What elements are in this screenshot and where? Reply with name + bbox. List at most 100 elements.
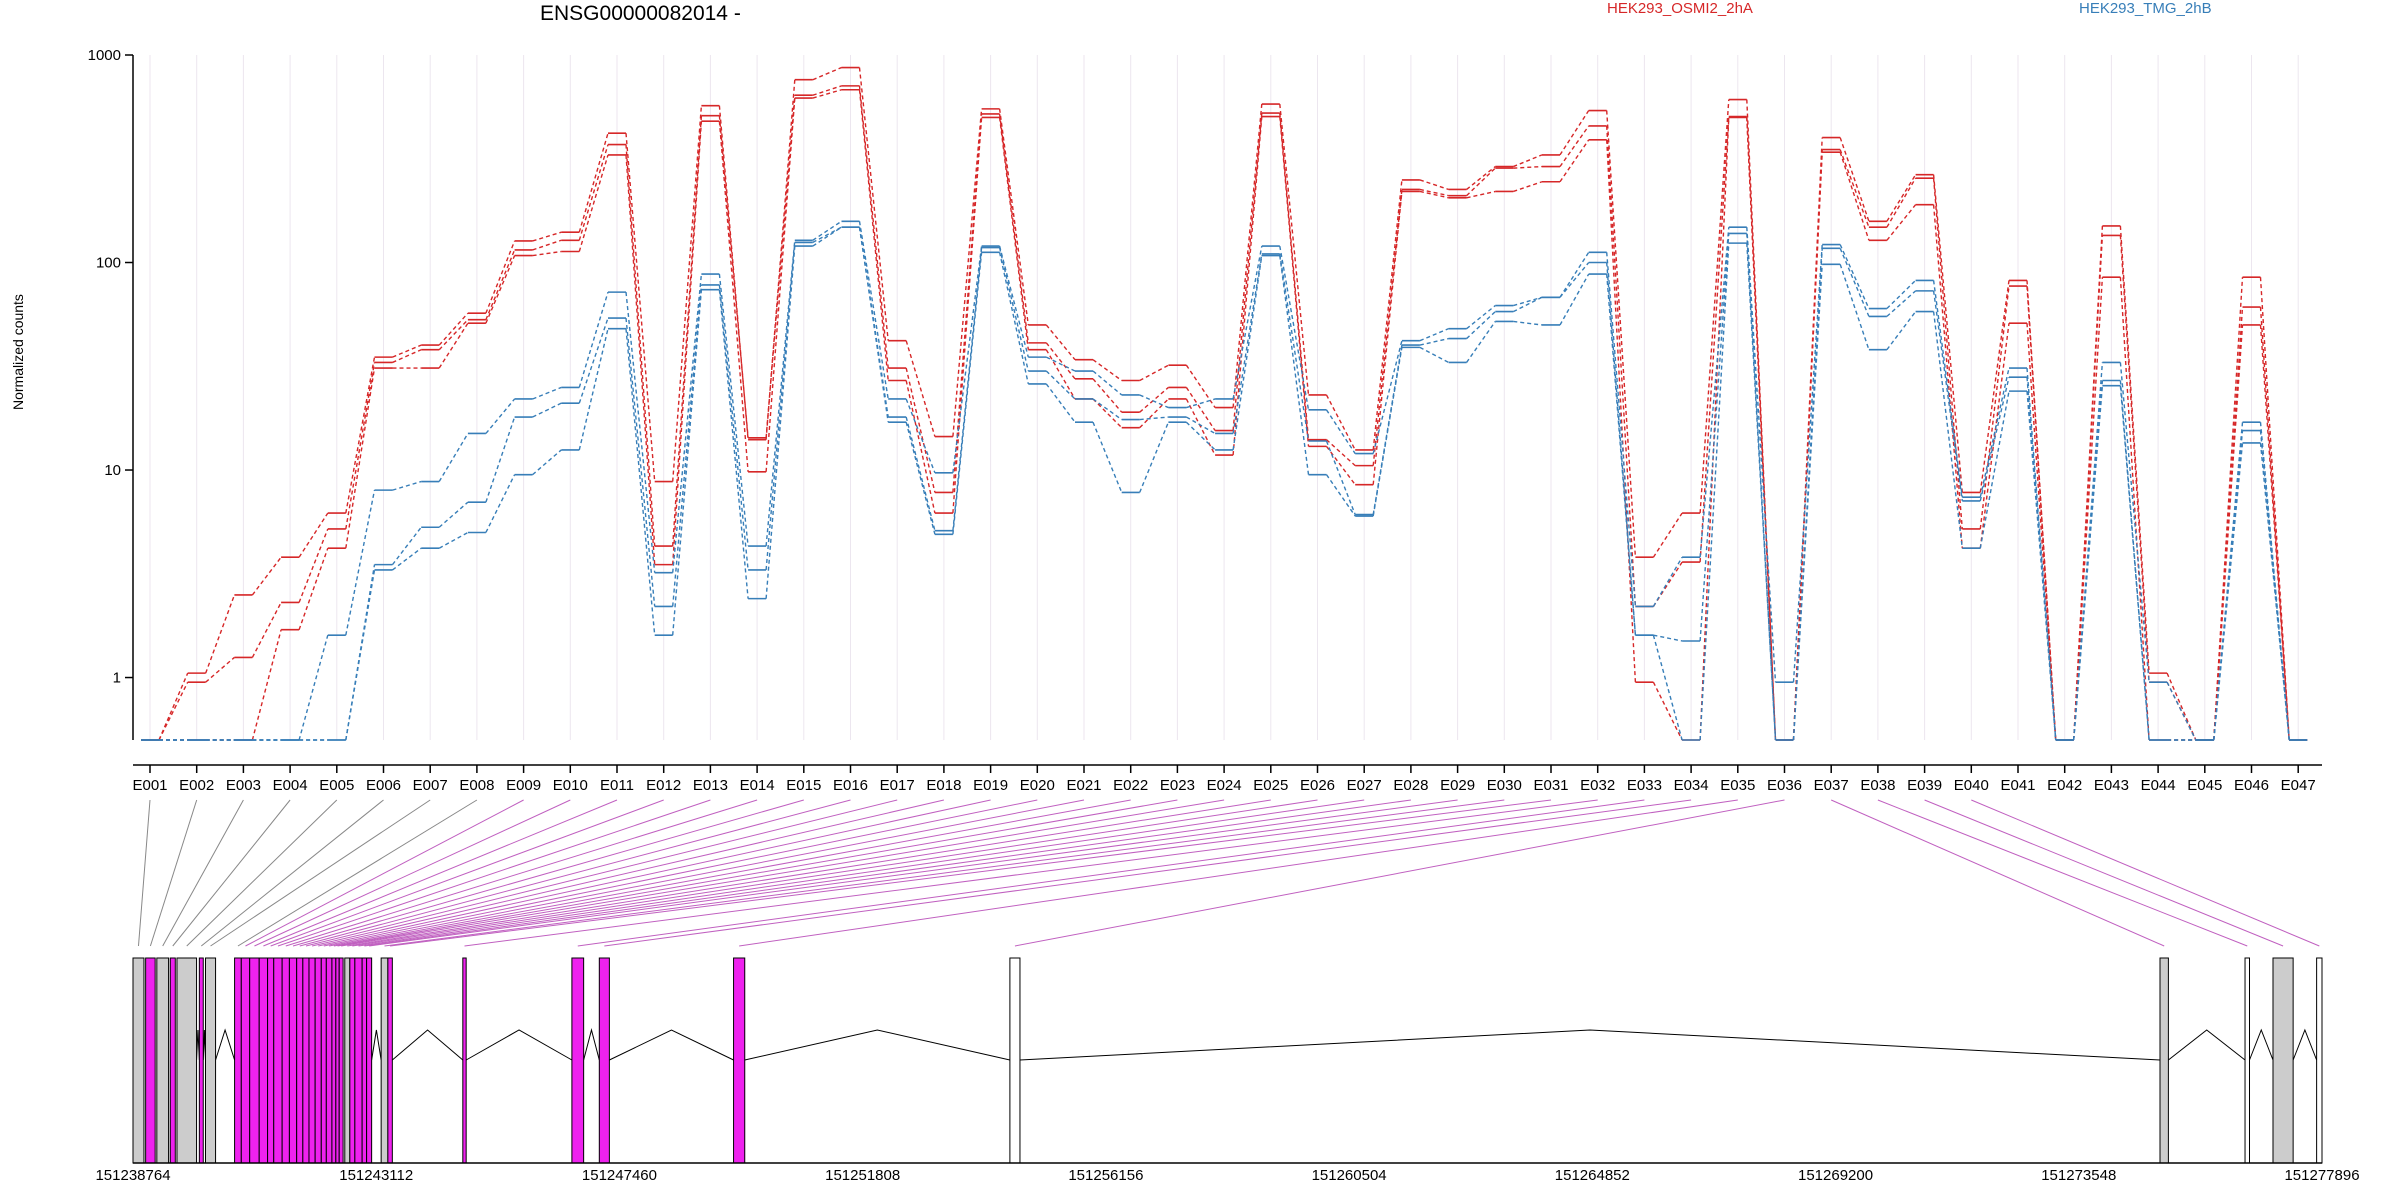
exon-connector-line xyxy=(577,799,1645,947)
x-tick-label: E012 xyxy=(646,777,681,794)
x-tick-label: E041 xyxy=(2000,777,2035,794)
series-connector xyxy=(345,564,376,741)
exon-rect xyxy=(240,957,251,1164)
x-tick-label: E033 xyxy=(1627,777,1662,794)
exon-connector-line xyxy=(369,799,1458,947)
x-tick-label: E031 xyxy=(1533,777,1568,794)
series-connector xyxy=(532,239,562,251)
series-connector xyxy=(1699,243,1730,741)
series-connector xyxy=(2166,681,2197,741)
series-connector xyxy=(1419,179,1449,191)
exon-rect xyxy=(2316,957,2323,1164)
x-tick-label: E018 xyxy=(926,777,961,794)
y-tick-label: 1000 xyxy=(88,47,121,64)
exon-rect xyxy=(249,957,260,1164)
series-connector xyxy=(1092,370,1123,396)
series-connector xyxy=(1232,116,1263,456)
series-connector xyxy=(1699,116,1730,563)
series-connector xyxy=(485,249,516,320)
x-tick-label: E037 xyxy=(1814,777,1849,794)
series-connector xyxy=(718,115,749,438)
series-connector xyxy=(1325,440,1356,515)
series-connector xyxy=(1839,149,1870,228)
exon-rect xyxy=(308,957,316,1164)
x-tick-label: E025 xyxy=(1253,777,1288,794)
series-connector xyxy=(1513,296,1543,307)
series-connector xyxy=(2119,385,2150,741)
y-tick-label: 10 xyxy=(104,462,121,479)
series-connector xyxy=(1513,181,1543,193)
series-connector xyxy=(1419,190,1449,199)
exon-rect xyxy=(288,957,298,1164)
exon-connector-line xyxy=(137,799,151,947)
coordinate-tick-label: 151277896 xyxy=(2284,1167,2359,1184)
intron-line xyxy=(392,1029,464,1061)
series-connector xyxy=(578,317,609,404)
exon-connector-line xyxy=(337,799,1178,947)
series-connector xyxy=(1652,681,1683,741)
series-connector xyxy=(2119,225,2150,674)
series-connector xyxy=(1045,349,1076,400)
series-connector xyxy=(1325,445,1356,486)
coordinate-tick-label: 151269200 xyxy=(1798,1167,1873,1184)
series-connector xyxy=(1652,556,1683,607)
coordinate-tick-label: 151273548 xyxy=(2041,1167,2116,1184)
series-connector xyxy=(765,95,796,438)
exon-rect xyxy=(2244,957,2251,1164)
legend-item-series-b: HEK293_TMG_2hB xyxy=(2079,0,2212,17)
series-connector xyxy=(1513,165,1543,169)
series-connector xyxy=(1886,204,1917,241)
exon-rect xyxy=(598,957,610,1164)
series-connector xyxy=(1045,342,1076,380)
x-tick-label: E004 xyxy=(273,777,308,794)
series-connector xyxy=(1092,378,1123,413)
series-connector xyxy=(952,117,983,514)
series-connector xyxy=(1979,390,2010,549)
exon-connector-line xyxy=(333,799,1131,947)
series-connector xyxy=(1839,244,1870,309)
series-connector xyxy=(1325,409,1356,454)
series-connector xyxy=(1092,398,1123,429)
series-connector xyxy=(1419,188,1449,197)
series-connector xyxy=(438,322,469,369)
x-tick-label: E036 xyxy=(1767,777,1802,794)
exon-rect xyxy=(320,957,327,1164)
series-connector xyxy=(625,328,656,636)
series-connector xyxy=(998,252,1029,385)
exon-connector-line xyxy=(149,799,198,947)
series-connector xyxy=(1325,394,1356,451)
series-connector xyxy=(578,291,609,388)
series-connector xyxy=(812,226,842,244)
exon-connector-line xyxy=(390,799,1552,947)
series-connector xyxy=(392,344,422,358)
series-connector xyxy=(672,115,703,547)
series-connector xyxy=(1139,394,1169,409)
exon-connector-line xyxy=(210,799,431,947)
series-connector xyxy=(1699,233,1730,642)
series-connector xyxy=(1513,154,1543,168)
series-connector xyxy=(858,67,889,341)
series-connector xyxy=(345,362,376,530)
exon-connector-line xyxy=(162,799,244,947)
x-tick-label: E043 xyxy=(2094,777,2129,794)
series-connector xyxy=(1886,174,1917,222)
coordinate-tick-label: 151247460 xyxy=(582,1167,657,1184)
series-connector xyxy=(1279,253,1310,442)
series-connector xyxy=(298,634,329,741)
series-connector xyxy=(345,569,376,741)
exon-connector-line xyxy=(1830,799,2165,947)
series-connector xyxy=(1652,512,1683,558)
series-connector xyxy=(205,656,235,683)
series-connector xyxy=(345,356,376,514)
exon-connector-line xyxy=(358,799,1365,947)
x-tick-label: E009 xyxy=(506,777,541,794)
x-tick-label: E014 xyxy=(740,777,775,794)
x-tick-label: E045 xyxy=(2187,777,2222,794)
x-tick-label: E015 xyxy=(786,777,821,794)
exon-connector-line xyxy=(277,799,711,947)
series-connector xyxy=(1513,320,1543,326)
series-connector xyxy=(345,489,376,636)
series-connector xyxy=(998,245,1029,358)
series-connector xyxy=(298,512,329,558)
series-connector xyxy=(2259,324,2290,741)
